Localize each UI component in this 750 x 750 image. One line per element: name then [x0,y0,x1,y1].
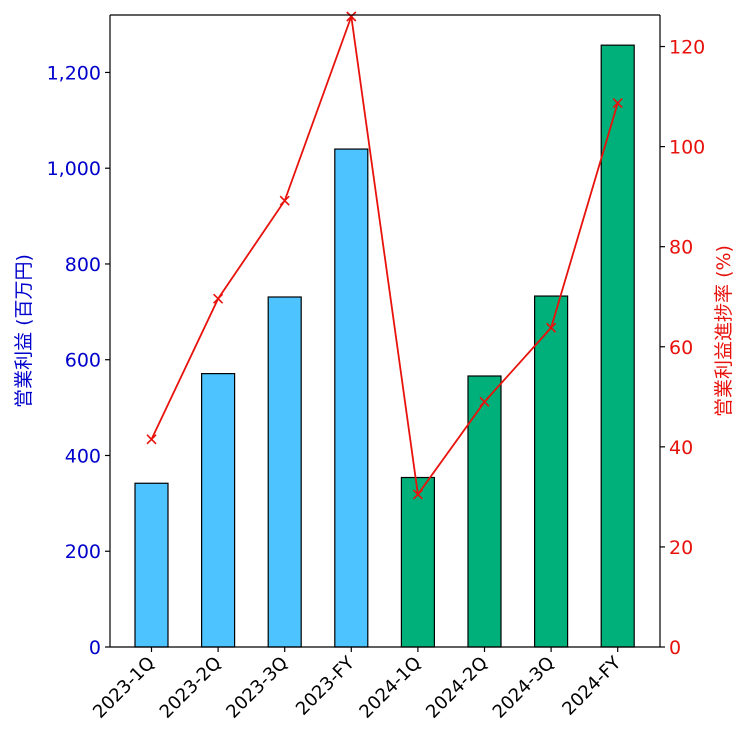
progress-point-2023-1Q [146,434,157,445]
right-tick-label: 120 [669,37,705,59]
right-tick-label: 0 [669,637,681,659]
bar-2023-1Q [134,482,169,648]
right-tick-label: 40 [669,437,693,459]
x-tick-label: 2023-3Q [222,653,292,723]
bar-2023-FY [334,148,369,648]
x-tick-label: 2023-1Q [89,653,159,723]
right-tick-label: 60 [669,337,693,359]
x-tick-label: 2023-2Q [156,653,226,723]
x-tick-label: 2024-3Q [489,653,559,723]
bar-2024-FY [600,44,635,648]
progress-point-2023-FY [346,11,357,22]
right-tick-label: 80 [669,237,693,259]
left-tick-label: 0 [89,637,101,659]
left-tick-label: 400 [65,445,101,467]
right-tick-label: 20 [669,537,693,559]
progress-point-2024-2Q [479,396,490,407]
bar-2023-2Q [201,373,236,648]
left-axis-title: 営業利益 (百万円) [13,254,35,408]
left-tick-label: 1,000 [47,158,101,180]
progress-point-2024-FY [612,98,623,109]
left-tick-label: 800 [65,254,101,276]
x-tick-label: 2024-2Q [422,653,492,723]
left-tick-label: 200 [65,541,101,563]
progress-line-group [146,11,623,500]
bar-2024-2Q [467,375,502,648]
progress-point-2024-3Q [546,322,557,333]
progress-point-2023-3Q [279,195,290,206]
bar-2023-3Q [267,296,302,648]
left-tick-label: 600 [65,350,101,372]
x-tick-label: 2024-1Q [355,653,425,723]
right-axis-title: 営業利益進捗率 (%) [713,245,735,417]
right-tick-label: 100 [669,137,705,159]
progress-line [150,16,619,497]
progress-point-2024-1Q [412,489,423,500]
bars-group [134,44,635,648]
progress-point-2023-2Q [213,293,224,304]
left-tick-label: 1,200 [47,62,101,84]
bar-2024-1Q [400,476,435,648]
x-tick-label: 2024-FY [558,652,626,720]
x-tick-label: 2023-FY [292,652,360,720]
bar-2024-3Q [533,295,569,648]
